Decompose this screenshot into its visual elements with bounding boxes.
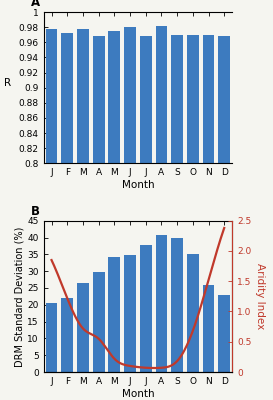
X-axis label: Month: Month [121, 389, 154, 399]
Bar [124, 27, 136, 400]
Bar [61, 298, 73, 372]
Bar [124, 255, 136, 372]
Bar [46, 303, 57, 372]
Bar [187, 35, 199, 400]
Bar [218, 295, 230, 372]
Bar [61, 33, 73, 400]
Bar [93, 272, 105, 372]
Bar [203, 285, 214, 372]
Bar [171, 36, 183, 400]
Bar [140, 245, 152, 372]
Bar [93, 36, 105, 400]
Bar [140, 36, 152, 400]
Bar [171, 238, 183, 372]
Bar [77, 283, 89, 372]
Bar [203, 36, 214, 400]
Y-axis label: R: R [4, 78, 11, 88]
Bar [156, 26, 167, 400]
Text: A: A [31, 0, 40, 9]
Bar [156, 235, 167, 372]
Y-axis label: DRM Standard Deviation (%): DRM Standard Deviation (%) [14, 226, 25, 366]
Bar [108, 257, 120, 372]
Text: B: B [31, 205, 40, 218]
Bar [77, 29, 89, 400]
Bar [218, 36, 230, 400]
X-axis label: Month: Month [121, 180, 154, 190]
Bar [108, 31, 120, 400]
Bar [187, 254, 199, 372]
Y-axis label: Aridity Index: Aridity Index [255, 263, 265, 330]
Bar [46, 29, 57, 400]
